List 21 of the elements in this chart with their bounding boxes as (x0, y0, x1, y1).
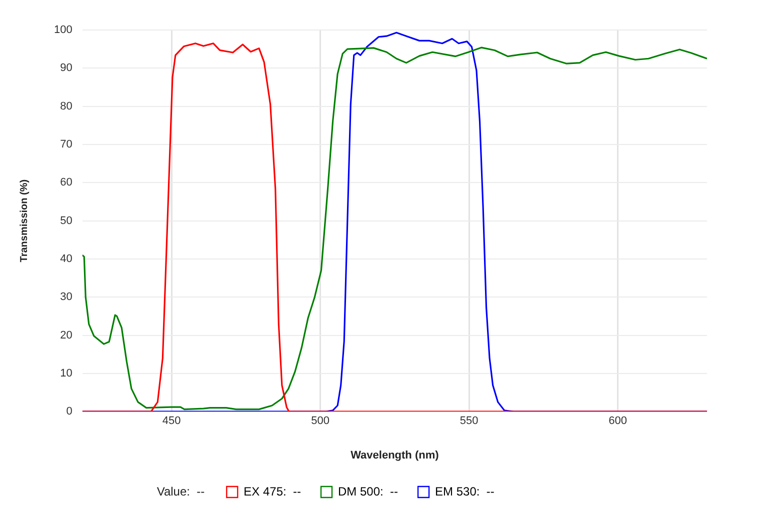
x-axis-title: Wavelength (nm) (350, 449, 440, 462)
y-tick-label: 80 (60, 100, 72, 112)
y-tick-label: 10 (60, 367, 72, 380)
y-tick-label: 100 (54, 24, 72, 36)
y-tick-label: 60 (60, 176, 72, 189)
x-tick-label: 450 (162, 415, 181, 428)
y-tick-label: 20 (60, 329, 72, 342)
legend-label: EX 475: -- (244, 484, 301, 498)
y-tick-label: 0 (66, 406, 72, 418)
y-tick-label: 50 (60, 214, 72, 227)
y-tick-label: 30 (60, 291, 72, 304)
text: Value: -- (156, 484, 205, 498)
legend-label: EM 530: -- (435, 484, 494, 498)
y-tick-label: 70 (60, 138, 72, 151)
legend-label: DM 500: -- (338, 484, 398, 498)
y-tick-label: 40 (60, 252, 72, 265)
y-tick-label: 90 (60, 62, 72, 74)
x-tick-label: 600 (608, 415, 627, 428)
x-tick-label: 500 (311, 415, 330, 428)
y-axis-title: Transmission (%) (18, 179, 30, 262)
x-tick-label: 550 (460, 415, 478, 428)
